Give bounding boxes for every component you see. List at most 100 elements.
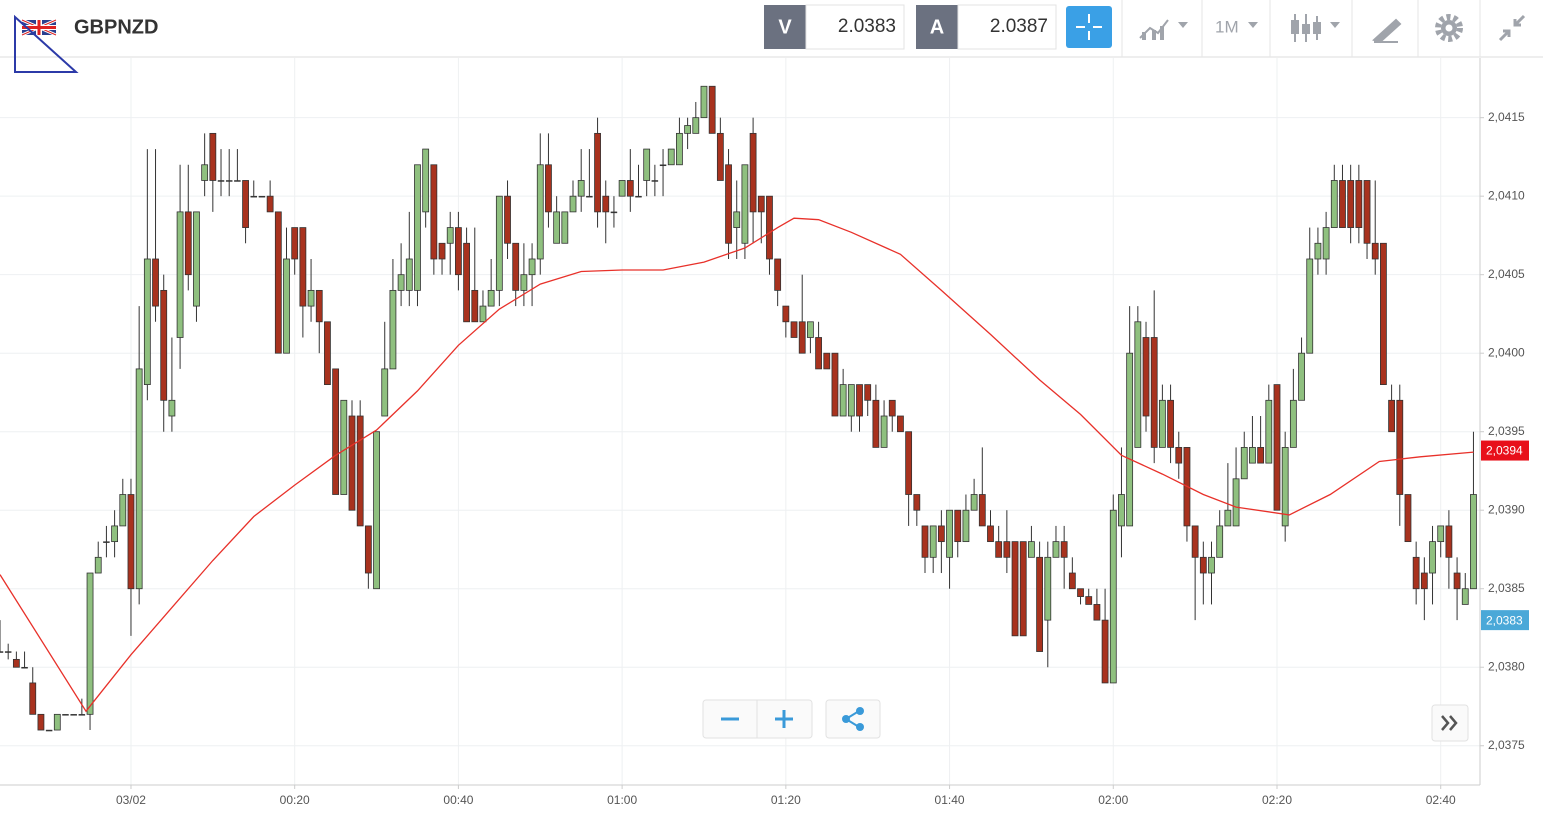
candle-body (234, 180, 241, 182)
bid-label: V (778, 16, 792, 38)
candle-body (1265, 399, 1273, 464)
candle-body (1118, 494, 1125, 527)
candle-body (1298, 352, 1305, 401)
candle-body (1208, 556, 1215, 574)
drawing-triangle[interactable] (14, 14, 79, 73)
crosshair-button[interactable] (1066, 6, 1112, 48)
candle-body (1330, 180, 1338, 228)
candle-body (847, 384, 855, 417)
candle-body (332, 368, 340, 495)
collapse-button[interactable] (1498, 14, 1526, 42)
candle-body (4, 651, 12, 653)
x-tick-label: 02:00 (1098, 793, 1128, 807)
y-tick-label: 2,0410 (1488, 188, 1525, 202)
candle-body (381, 368, 389, 417)
candle-body (315, 289, 323, 323)
candle-body (209, 132, 217, 181)
ask-price: 2.0387 (990, 16, 1048, 37)
candle-style-button[interactable] (1291, 14, 1340, 42)
candle-body (1445, 525, 1453, 558)
candle-body (1060, 541, 1068, 558)
candle-body (29, 682, 37, 715)
candle-body (823, 352, 831, 370)
candle-body (782, 305, 790, 323)
candle-body (1126, 352, 1134, 527)
candle-body (905, 431, 913, 495)
candle-body (602, 195, 610, 213)
bid-price: 2.0383 (838, 16, 896, 37)
x-tick-label: 02:20 (1262, 793, 1292, 807)
candle-body (594, 132, 601, 213)
candle-body (135, 368, 143, 590)
candle-body (1052, 541, 1060, 558)
candle-body (880, 415, 888, 448)
price-marker-label: 2,0394 (1486, 444, 1523, 458)
candle-body (831, 352, 839, 417)
candle-body (479, 305, 487, 323)
timeframe-button[interactable]: 1M (1215, 17, 1258, 36)
candle-body (635, 195, 642, 198)
candle-body (1429, 541, 1436, 574)
candle-body (119, 494, 127, 527)
candle-body (1134, 321, 1142, 448)
candle-body (561, 211, 569, 244)
candle-body (495, 195, 503, 291)
candle-body (414, 164, 421, 291)
candle-body (643, 148, 651, 181)
candle-body (201, 164, 209, 181)
candle-body (1158, 399, 1166, 448)
candle-body (1028, 541, 1035, 558)
candle-body (708, 85, 716, 134)
settings-button[interactable] (1435, 14, 1463, 42)
bid-box[interactable]: V 2.0383 (764, 4, 905, 50)
draw-button[interactable] (1372, 18, 1402, 44)
candle-body (152, 258, 159, 307)
candle-body (446, 227, 454, 244)
candle-body (569, 195, 577, 213)
candle-body (692, 117, 700, 134)
chart-type-button[interactable] (1139, 19, 1188, 40)
candle-body (242, 180, 249, 228)
candle-body (1437, 525, 1445, 543)
candle-body (1003, 541, 1011, 558)
candle-body (937, 525, 945, 543)
candle-body (1232, 478, 1240, 527)
candle-body (1109, 509, 1117, 684)
candle-body (1191, 525, 1199, 558)
candle-body (1019, 541, 1027, 637)
candle-body (684, 125, 692, 134)
candle-body (1249, 447, 1256, 464)
candle-body (913, 494, 921, 511)
y-tick-label: 2,0390 (1488, 502, 1525, 516)
candle-body (1470, 494, 1477, 590)
candle-body (397, 274, 405, 291)
candle-body (463, 242, 470, 323)
candle-body (1257, 447, 1265, 464)
x-tick-label: 02:40 (1426, 793, 1456, 807)
candle-body (86, 572, 94, 715)
x-tick-label: 00:20 (280, 793, 310, 807)
candle-body (520, 274, 528, 291)
candle-body (160, 289, 168, 401)
grid (0, 58, 1480, 785)
candle-body (471, 289, 479, 323)
y-tick-label: 2,0380 (1488, 659, 1525, 673)
candle-body (291, 227, 299, 260)
scroll-end-button[interactable] (1431, 704, 1469, 742)
candle-body (700, 85, 708, 119)
zoom-buttons[interactable] (702, 699, 813, 739)
candle-body (340, 399, 348, 495)
share-button[interactable] (825, 699, 881, 739)
candle-body (1306, 258, 1314, 354)
candle-body (839, 384, 847, 417)
price-marker-label: 2,0383 (1486, 613, 1523, 627)
candle-body (1281, 447, 1289, 527)
candle-body (127, 494, 135, 590)
candle-body (987, 525, 994, 543)
candle-body (921, 525, 929, 558)
candle-body (1224, 509, 1232, 527)
price-marker (1481, 610, 1529, 631)
candle-body (62, 714, 69, 716)
y-tick-label: 2,0400 (1488, 345, 1525, 359)
ask-box[interactable]: A 2.0387 (916, 4, 1057, 50)
